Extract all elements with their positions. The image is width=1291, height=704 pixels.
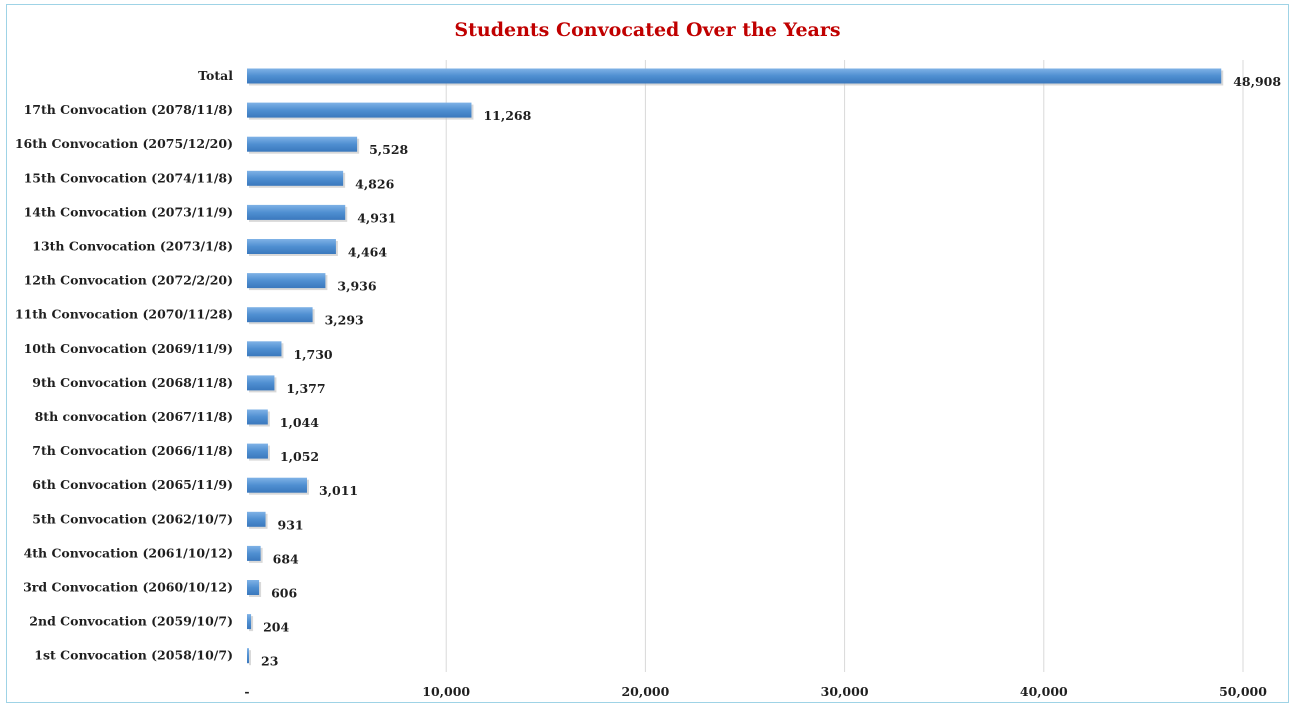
data-label: 1,377 [286, 381, 325, 396]
data-label: 3,011 [319, 483, 358, 498]
data-label: 4,464 [348, 245, 387, 260]
chart-title: Students Convocated Over the Years [454, 19, 841, 41]
category-label: 10th Convocation (2069/11/9) [24, 341, 233, 356]
category-label: 8th convocation (2067/11/8) [35, 409, 233, 424]
category-label: 9th Convocation (2068/11/8) [32, 375, 233, 390]
bar [247, 307, 313, 323]
bar [247, 239, 336, 254]
data-label: 4,931 [357, 210, 396, 225]
data-label: 3,293 [325, 313, 364, 328]
category-label: Total [198, 68, 233, 83]
bar [247, 68, 1222, 84]
category-label: 12th Convocation (2072/2/20) [24, 273, 233, 288]
data-label: 204 [263, 620, 289, 635]
bar [247, 409, 268, 425]
bar [247, 170, 344, 186]
bar-shadow [249, 650, 251, 666]
category-label: 3rd Convocation (2060/10/12) [23, 580, 233, 595]
data-label: 3,936 [337, 279, 376, 294]
bar [247, 136, 358, 152]
data-label: 23 [261, 654, 278, 669]
data-label: 931 [278, 517, 304, 532]
x-tick-label: 30,000 [821, 684, 869, 699]
bar [247, 511, 266, 527]
data-label: 1,044 [280, 415, 319, 430]
data-label: 1,052 [280, 449, 319, 464]
category-label: 13th Convocation (2073/1/8) [32, 239, 233, 254]
category-label: 11th Convocation (2070/11/28) [15, 307, 233, 322]
category-label: 4th Convocation (2061/10/12) [24, 545, 233, 560]
bar [247, 341, 282, 357]
bar [247, 102, 472, 118]
data-label: 48,908 [1233, 74, 1281, 89]
category-label: 15th Convocation (2074/11/8) [24, 170, 233, 185]
category-label: 7th Convocation (2066/11/8) [32, 443, 233, 458]
category-label: 14th Convocation (2073/11/9) [24, 204, 233, 219]
x-tick-label: 40,000 [1020, 684, 1068, 699]
bar [247, 614, 252, 630]
data-label: 11,268 [483, 108, 531, 123]
category-label: 16th Convocation (2075/12/20) [15, 136, 233, 151]
bar [247, 273, 326, 289]
category-label: 17th Convocation (2078/11/8) [24, 102, 233, 117]
data-label: 4,826 [355, 176, 394, 191]
bar [247, 545, 261, 561]
bar [247, 477, 307, 493]
x-tick-label: 20,000 [621, 684, 669, 699]
data-label: 606 [271, 586, 297, 601]
category-label: 5th Convocation (2062/10/7) [32, 511, 233, 526]
x-tick-label: 50,000 [1219, 684, 1267, 699]
chart-frame: Students Convocated Over the Years [6, 4, 1289, 703]
category-label: 6th Convocation (2065/11/9) [32, 477, 233, 492]
bar [247, 443, 268, 459]
data-label: 1,730 [293, 347, 332, 362]
x-tick-label: - [244, 684, 249, 699]
bar [247, 204, 346, 220]
x-tick-label: 10,000 [422, 684, 470, 699]
category-label: 2nd Convocation (2059/10/7) [29, 614, 233, 629]
bar [247, 580, 260, 595]
bar [247, 375, 275, 391]
bar [247, 648, 249, 664]
data-label: 5,528 [369, 142, 408, 157]
data-label: 684 [273, 551, 299, 566]
category-label: 1st Convocation (2058/10/7) [34, 648, 233, 663]
